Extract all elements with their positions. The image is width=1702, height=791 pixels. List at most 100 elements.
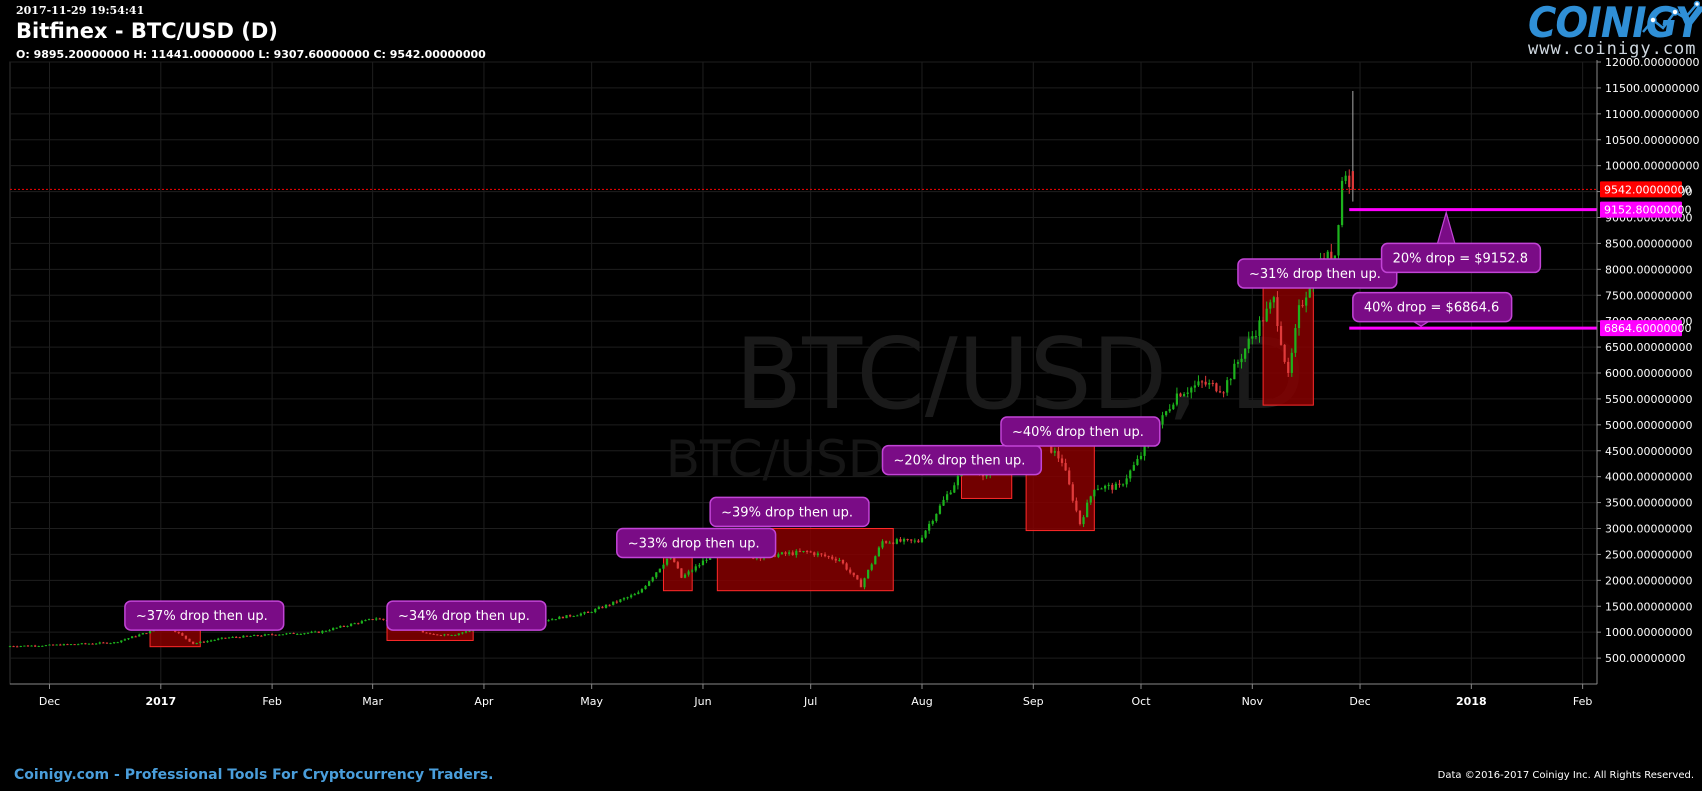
candle-body (26, 645, 30, 647)
candle-body (1229, 379, 1232, 381)
candle-body (1082, 517, 1085, 525)
annotation-text: ~33% drop then up. (628, 537, 760, 552)
x-tick-label: Jul (803, 695, 817, 708)
candle-body (1254, 336, 1258, 338)
candle-body (802, 550, 805, 552)
candle-body (1089, 496, 1092, 503)
candle-body (1204, 381, 1207, 385)
annotation-box (386, 600, 547, 631)
y-tick-label: 11000.00000000 (1605, 108, 1699, 121)
candle-body (1193, 385, 1196, 388)
annotation-callout[interactable]: ~34% drop then up. (386, 600, 547, 631)
candle-body (23, 645, 26, 647)
candle-body (683, 574, 687, 578)
candle-body (1294, 328, 1297, 353)
annotation-callout[interactable]: 20% drop = $9152.8 (1380, 210, 1542, 274)
annotation-callout[interactable]: ~20% drop then up. (881, 444, 1043, 476)
candle-body (1287, 361, 1290, 373)
candle-body (1064, 462, 1067, 471)
candle-body (608, 604, 611, 606)
x-tick-label: Sep (1023, 695, 1044, 708)
candle-body (615, 601, 618, 603)
candle-body (8, 646, 12, 648)
annotation-callout[interactable]: ~31% drop then up. (1237, 258, 1398, 289)
candle-body (436, 634, 439, 636)
annotation-text: 20% drop = $9152.8 (1393, 251, 1528, 266)
callout-annotations[interactable]: ~37% drop then up. ~34% drop then up. ~33%… (124, 210, 1542, 631)
candle-body (1276, 297, 1279, 327)
candle-body (84, 643, 87, 645)
candle-body (278, 634, 281, 636)
annotation-callout[interactable]: 40% drop = $6864.6 (1352, 291, 1513, 327)
candle-body (206, 641, 209, 643)
candle-body (630, 595, 633, 598)
candle-body (443, 634, 446, 636)
coinigy-logo[interactable]: COINIGY (1528, 0, 1702, 47)
candle-body (181, 633, 184, 636)
candle-body (827, 556, 830, 558)
annotation-callout[interactable]: ~39% drop then up. (709, 496, 870, 528)
candle-body (863, 578, 866, 588)
y-tick-label: 500.00000000 (1605, 652, 1685, 665)
candle-body (1172, 404, 1175, 410)
candle-body (1348, 175, 1351, 188)
candle-body (859, 579, 863, 588)
candle-body (421, 630, 425, 633)
candle-body (701, 560, 705, 566)
x-tick-label: Mar (362, 695, 383, 708)
candle-body (342, 625, 346, 627)
candle-body (353, 623, 356, 625)
candle-body (687, 571, 690, 575)
candle-body (874, 556, 877, 565)
watermark-main: BTC/USD, D (735, 318, 1305, 432)
candle-body (141, 633, 144, 635)
candle-body (468, 630, 471, 632)
candle-body (691, 570, 694, 572)
candle-body (1096, 488, 1100, 490)
x-tick-label: 2017 (145, 695, 176, 708)
candle-body (856, 575, 859, 580)
candle-body (583, 612, 586, 614)
candle-body (910, 539, 913, 541)
candle-body (586, 612, 590, 614)
footer-copyright: Data ©2016-2017 Coinigy Inc. All Rights … (1437, 770, 1694, 781)
logo-url[interactable]: www.coinigy.com (1528, 39, 1697, 59)
candle-body (1200, 381, 1204, 383)
footer-tagline[interactable]: Coinigy.com - Professional Tools For Cry… (14, 767, 494, 783)
annotation-callout[interactable]: ~37% drop then up. (124, 600, 285, 631)
candle-body (227, 637, 231, 639)
candle-body (195, 643, 198, 645)
candle-body (1290, 352, 1293, 373)
candle-body (953, 485, 956, 493)
candle-body (849, 569, 852, 573)
candle-body (784, 552, 787, 554)
candle-body (464, 631, 468, 633)
y-tick-label: 3000.00000000 (1605, 523, 1692, 536)
candle-body (665, 558, 669, 565)
candle-body (1132, 465, 1135, 471)
watermark-sub: BTC/USD (666, 430, 887, 488)
candle-body (1118, 483, 1121, 485)
candle-body (134, 636, 137, 638)
candle-body (260, 635, 263, 637)
candle-body (647, 581, 651, 586)
candle-body (680, 568, 683, 578)
annotation-callout[interactable]: ~40% drop then up. (1000, 416, 1161, 447)
candle-body (1272, 297, 1275, 303)
y-axis: 500.00000000 1000.00000000 1500.00000000 20… (1596, 56, 1699, 684)
annotation-box (1380, 242, 1542, 274)
candle-body (274, 634, 277, 636)
candle-body (928, 523, 931, 531)
candle-body (892, 542, 895, 544)
annotation-text: ~37% drop then up. (136, 609, 268, 624)
y-tick-label: 12000.00000000 (1605, 56, 1699, 69)
chart-grid (9, 61, 1598, 685)
annotation-callout[interactable]: ~33% drop then up. (616, 527, 777, 559)
candle-body (1107, 484, 1110, 486)
candle-body (676, 562, 679, 569)
candle-body (41, 645, 44, 647)
candle-body (644, 585, 647, 590)
price-levels (10, 188, 1597, 330)
